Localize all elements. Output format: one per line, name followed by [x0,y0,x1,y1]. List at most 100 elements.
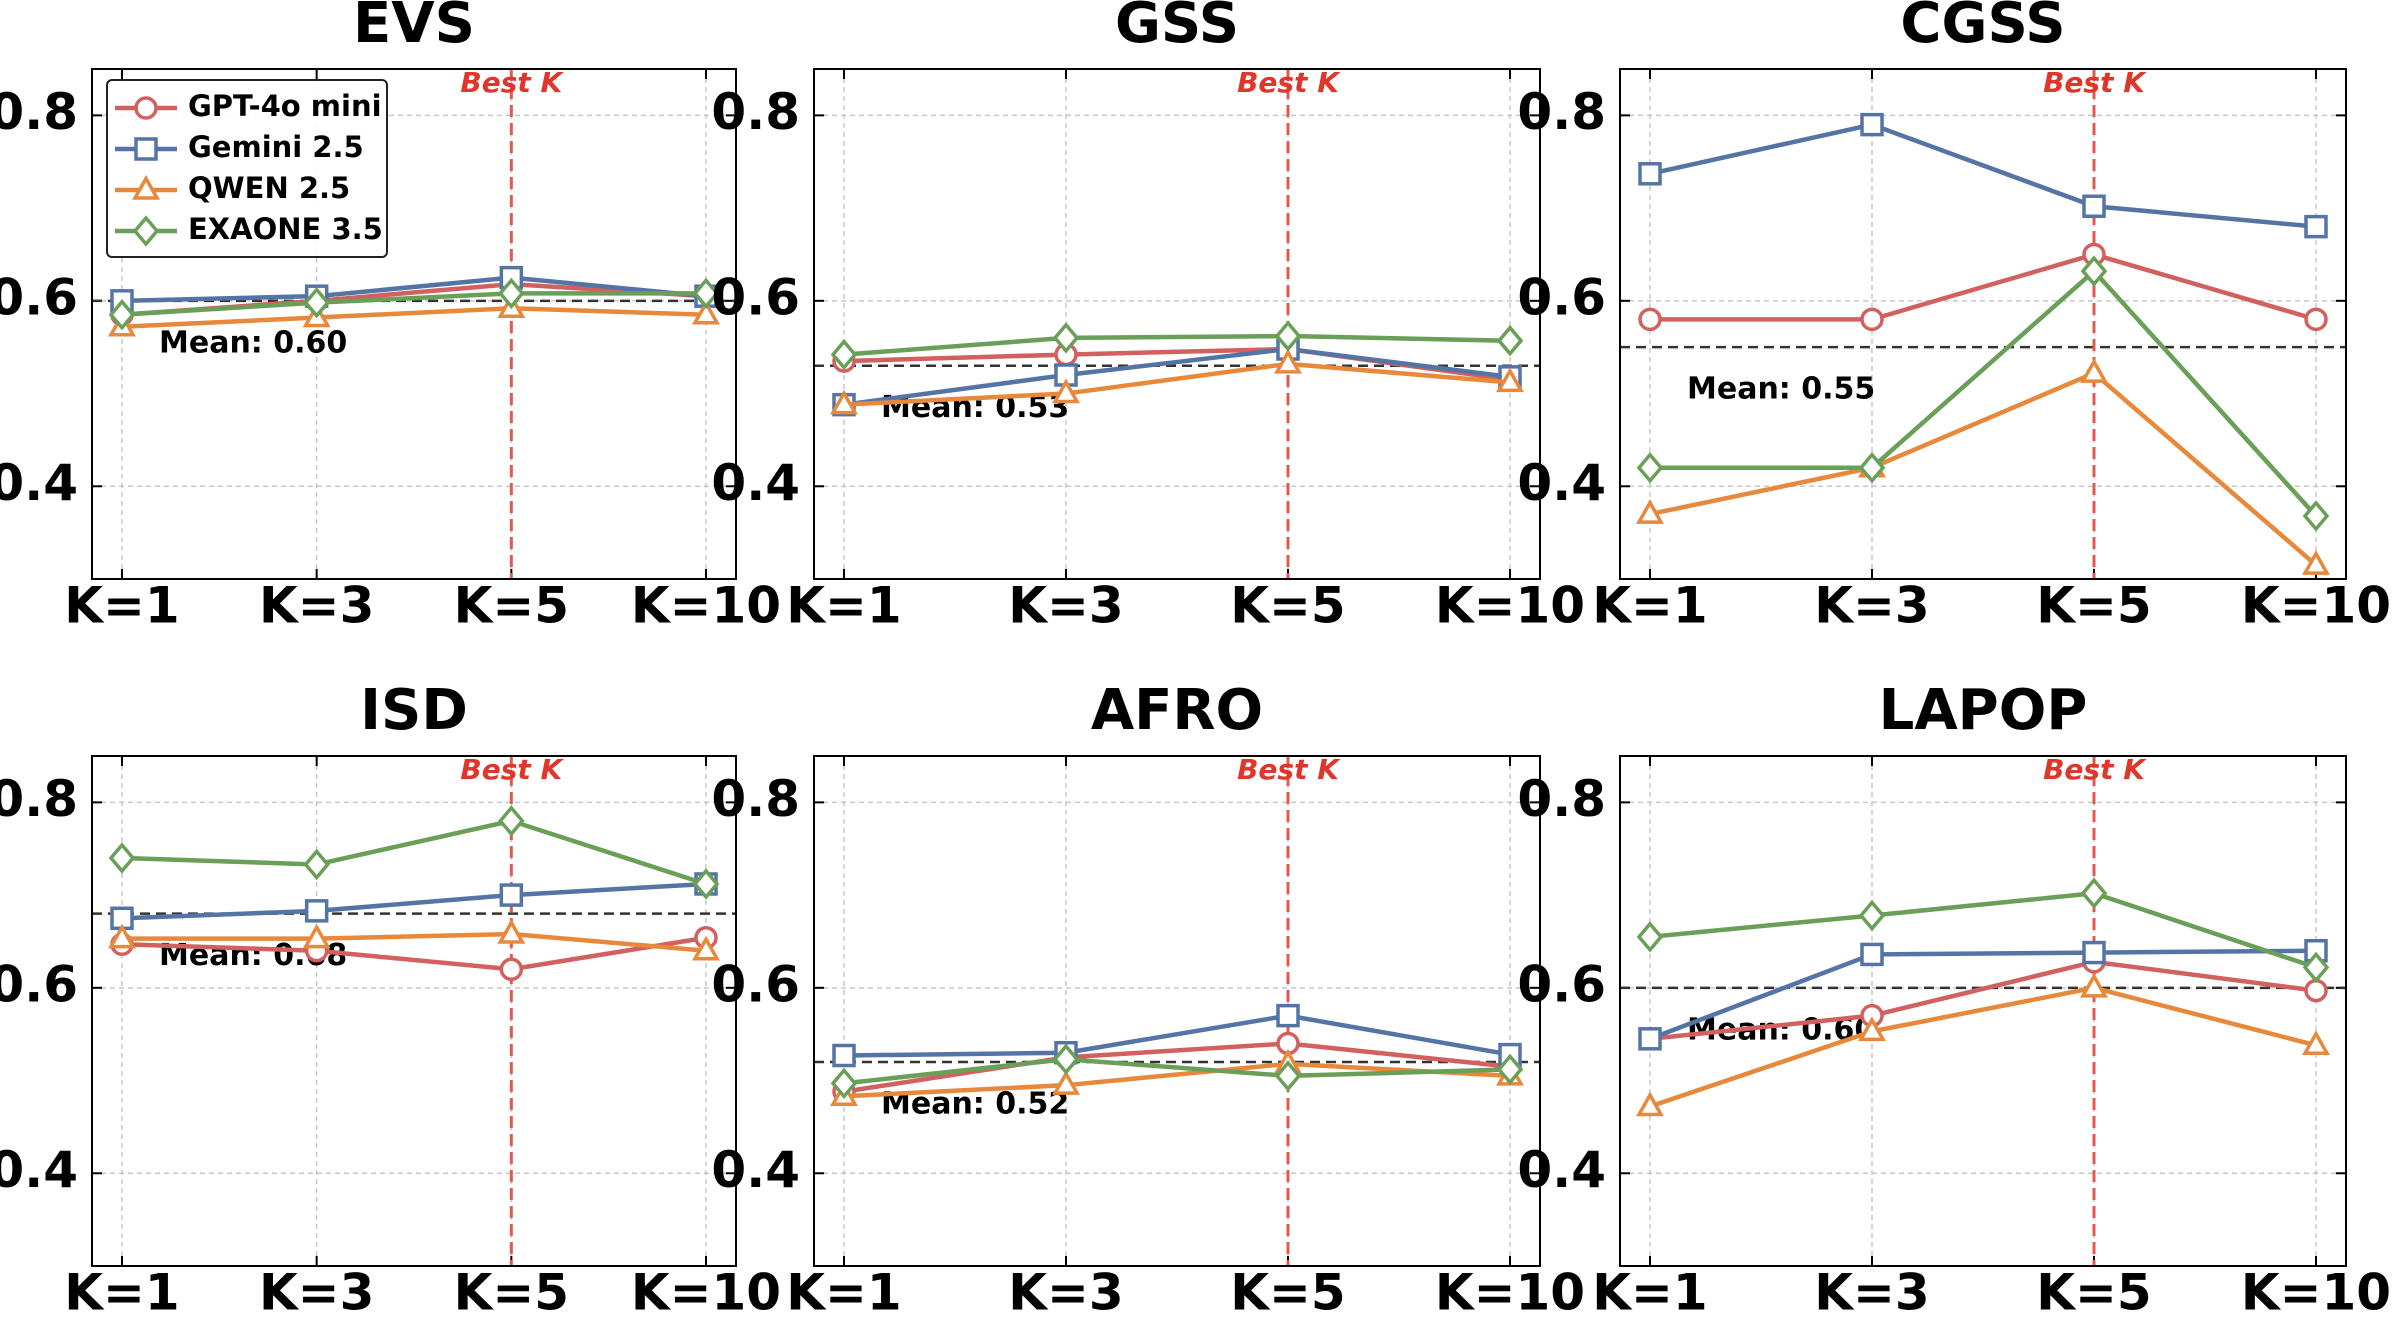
y-tick-label: 0.8 [711,83,800,141]
axes-frame [91,68,737,580]
x-tick-label: K=3 [1008,1264,1123,1322]
y-tick-label: 0.4 [711,1141,800,1199]
marker [2080,358,2108,383]
x-tick-label: K=10 [2241,1264,2391,1322]
best-k-label: Best K [2043,753,2147,786]
marker [1274,320,1302,352]
marker [830,389,858,415]
chart-title: EVS [353,0,475,56]
x-tick-label: K=5 [2036,577,2151,635]
subplot: 0.4 0.6 0.8 K=1 K=3 K=5 K=10 Mean: 0.55 Best K CG… [1517,0,2391,635]
legend-box [106,79,388,258]
x-tick-label: K=3 [1814,1264,1929,1322]
mean-label: Mean: 0.60 [159,325,347,360]
marker [498,805,525,837]
marker [1052,378,1080,404]
x-tick-label: K=5 [2036,1264,2151,1322]
y-tick-label: 0.6 [0,955,78,1013]
y-tick-label: 0.8 [1517,770,1606,828]
marker [1636,1091,1664,1117]
x-tick-label: K=10 [631,1264,781,1322]
axes-frame [1619,755,2347,1267]
marker [832,1043,856,1068]
marker [692,935,720,961]
marker [692,299,720,325]
series-line [1649,959,2317,1042]
marker [2082,194,2106,218]
marker [1496,367,1524,393]
marker [499,957,524,982]
y-tick-label: 0.4 [0,454,78,512]
axes-frame [813,68,1541,580]
series-line [121,818,707,887]
series-line [1649,985,2317,1109]
x-tick-label: K=1 [786,577,901,635]
legend-label: GPT-4o mini [188,89,382,123]
marker [1276,1003,1300,1028]
marker [134,96,158,120]
x-tick-label: K=5 [454,1264,569,1322]
y-tick-label: 0.8 [711,770,800,828]
x-tick-label: K=1 [1592,1264,1707,1322]
x-tick-label: K=10 [1435,577,1585,635]
marker [830,1067,858,1100]
series-line [1649,122,2317,229]
x-tick-label: K=10 [2241,577,2391,635]
best-k-label: Best K [2043,66,2147,99]
marker [1638,307,1662,332]
chart-title: CGSS [1900,0,2065,56]
axes-frame [813,755,1541,1267]
marker [2080,972,2108,998]
marker [2080,877,2108,909]
legend-label: Gemini 2.5 [188,130,364,164]
marker [1860,307,1884,332]
series-line [121,305,707,330]
series-line [843,346,1511,407]
best-k-label: Best K [460,753,564,786]
series-line [843,361,1511,407]
marker [132,215,160,247]
marker [1274,1060,1302,1092]
marker [1858,452,1886,484]
marker [1636,921,1664,953]
chart-title: LAPOP [1879,678,2088,743]
marker [2082,940,2106,965]
chart-title: ISD [360,678,468,743]
marker [1052,322,1080,354]
marker [1860,112,1884,137]
marker [1274,348,1302,374]
chart-title: AFRO [1091,678,1263,743]
x-tick-label: K=5 [454,577,569,635]
marker [2304,307,2328,332]
axes-frame [91,755,737,1267]
x-tick-label: K=3 [1008,577,1123,635]
series-line [122,931,707,953]
x-tick-label: K=5 [1230,577,1345,635]
series-line [1649,948,2317,1041]
x-tick-label: K=3 [259,577,374,635]
legend-label: EXAONE 3.5 [188,212,383,246]
y-tick-label: 0.6 [1517,268,1606,326]
marker [108,923,136,949]
marker [2304,214,2328,239]
marker [498,277,525,310]
series-line [843,1013,1511,1058]
marker [2302,951,2330,984]
y-tick-label: 0.8 [0,83,78,141]
marker [132,174,160,200]
x-tick-label: K=3 [259,1264,374,1322]
series-line [843,1041,1511,1094]
x-tick-label: K=10 [1435,1264,1585,1322]
y-tick-label: 0.8 [1517,83,1606,141]
series-line [121,291,706,317]
y-tick-label: 0.6 [0,268,78,326]
series-line [1650,267,2318,518]
marker [1860,942,1884,967]
mean-label: Mean: 0.55 [1687,372,1875,407]
series-line [843,1056,1511,1086]
marker [1858,1016,1886,1042]
series-line [121,275,707,304]
